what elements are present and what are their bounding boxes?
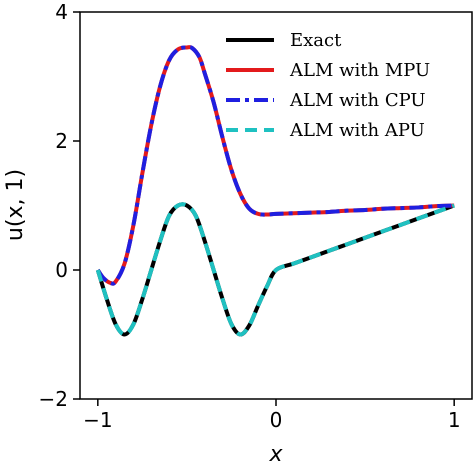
y-tick-label: 0 [55, 258, 68, 282]
series-line-3 [95, 202, 455, 337]
x-tick-label: 0 [270, 408, 283, 432]
legend: Exact ALM with MPU ALM with CPU ALM with AP… [226, 30, 430, 141]
y-axis-label: u(x, 1) [3, 169, 28, 241]
series-line-2 [96, 45, 455, 286]
legend-label: ALM with APU [289, 120, 425, 141]
legend-label: Exact [290, 30, 342, 51]
x-tick-label: 1 [448, 408, 461, 432]
series-line-1 [96, 45, 455, 286]
y-tick-label: −2 [39, 387, 68, 411]
plot-frame [79, 11, 473, 400]
y-tick-label: 2 [55, 129, 68, 153]
series-layer [95, 45, 455, 337]
x-axis-label: x [268, 442, 283, 467]
x-tick-label: −1 [83, 408, 112, 432]
y-tick-label: 4 [55, 0, 68, 24]
ticks-layer: −1 0 1 −2 0 2 4 [39, 0, 461, 432]
legend-label: ALM with MPU [289, 60, 430, 81]
legend-label: ALM with CPU [289, 90, 426, 111]
